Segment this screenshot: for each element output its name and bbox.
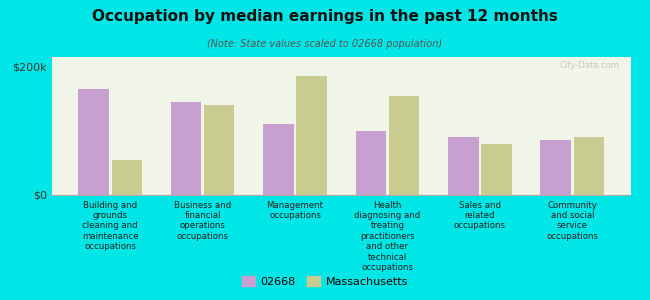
Bar — [356, 131, 386, 195]
Text: Occupation by median earnings in the past 12 months: Occupation by median earnings in the pas… — [92, 9, 558, 24]
Bar — [448, 137, 478, 195]
Legend: 02668, Massachusetts: 02668, Massachusetts — [237, 272, 413, 291]
Bar — [540, 140, 571, 195]
Bar — [263, 124, 294, 195]
Text: (Note: State values scaled to 02668 population): (Note: State values scaled to 02668 popu… — [207, 39, 443, 49]
Bar — [204, 105, 235, 195]
Text: City-Data.com: City-Data.com — [559, 61, 619, 70]
Bar — [574, 137, 605, 195]
Bar — [389, 95, 419, 195]
Bar — [171, 102, 202, 195]
Bar — [78, 89, 109, 195]
Bar — [296, 76, 327, 195]
Bar — [112, 160, 142, 195]
Bar — [481, 144, 512, 195]
